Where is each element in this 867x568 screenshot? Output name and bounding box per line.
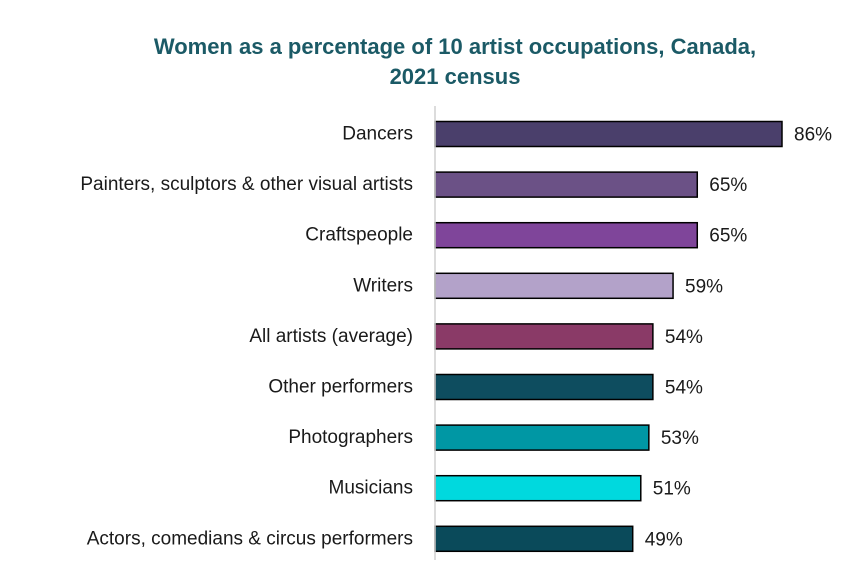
bar (435, 425, 649, 450)
bar (435, 476, 641, 501)
value-label: 54% (665, 378, 703, 399)
category-label: Other performers (268, 377, 413, 398)
value-label: 51% (653, 479, 691, 500)
bar (435, 324, 653, 349)
value-label: 53% (661, 428, 699, 449)
bar (435, 375, 653, 400)
category-label: Painters, sculptors & other visual artis… (80, 174, 413, 195)
value-label: 65% (709, 226, 747, 247)
category-label: Musicians (329, 478, 413, 499)
value-label: 65% (709, 175, 747, 196)
value-label: 49% (645, 529, 683, 550)
bar (435, 526, 633, 551)
bars-group: Dancers 86% Painters, sculptors & other vi… (80, 122, 832, 552)
category-label: Craftspeople (305, 225, 413, 246)
bar (435, 172, 697, 197)
value-label: 54% (665, 327, 703, 348)
category-label: All artists (average) (249, 326, 413, 347)
category-label: Photographers (288, 427, 413, 448)
bar (435, 122, 782, 147)
chart-title-line-1: Women as a percentage of 10 artist occup… (154, 34, 756, 59)
category-label: Actors, comedians & circus performers (87, 528, 413, 549)
category-label: Dancers (342, 124, 413, 145)
chart-title-line-2: 2021 census (390, 64, 521, 89)
bar (435, 223, 697, 248)
value-label: 86% (794, 125, 832, 146)
category-label: Writers (353, 275, 413, 296)
value-label: 59% (685, 276, 723, 297)
bar (435, 273, 673, 298)
